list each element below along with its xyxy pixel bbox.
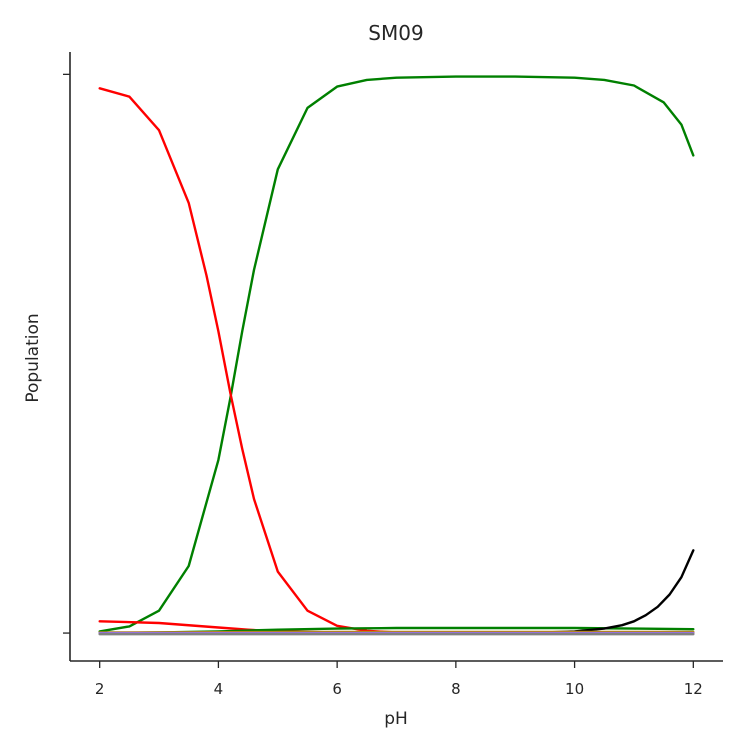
- x-tick-label: 12: [684, 680, 703, 698]
- x-tick-label: 8: [451, 680, 461, 698]
- y-ticks: [63, 73, 70, 634]
- series-layer: [98, 75, 695, 636]
- x-axis-label: pH: [384, 709, 408, 729]
- series-line-1: [98, 75, 695, 633]
- y-axis-label: Population: [23, 313, 43, 402]
- chart-title: SM09: [368, 21, 423, 45]
- x-tick-label: 10: [565, 680, 584, 698]
- x-tick-label: 2: [95, 680, 105, 698]
- x-tick-label: 4: [214, 680, 224, 698]
- series-line-2: [98, 87, 695, 635]
- x-ticks: 2 4 6 8 10 12: [95, 661, 703, 698]
- x-tick-label: 6: [332, 680, 342, 698]
